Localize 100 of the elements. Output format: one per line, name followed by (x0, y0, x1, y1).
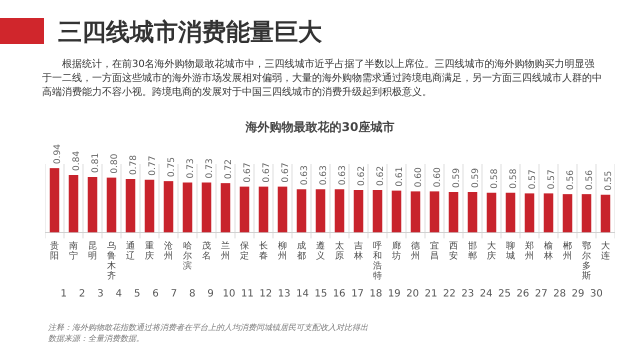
data-label: 0.67 (242, 162, 253, 183)
data-label: 0.62 (356, 166, 367, 186)
data-label: 0.60 (432, 167, 443, 188)
bar (430, 191, 440, 232)
x2-tick-label: 12 (259, 288, 272, 300)
x2-tick-label: 30 (590, 288, 603, 300)
x-tick-label: 通辽 (126, 240, 135, 262)
data-label: 0.77 (148, 156, 158, 176)
bar (334, 189, 344, 232)
bar (562, 194, 572, 232)
data-label: 0.61 (394, 166, 405, 187)
x-tick-label: 重庆 (145, 240, 154, 262)
data-label: 0.67 (262, 162, 272, 183)
bar (600, 194, 610, 232)
bar (126, 179, 136, 232)
data-label: 0.58 (490, 168, 500, 189)
bar (544, 193, 554, 232)
data-label: 0.62 (376, 166, 386, 186)
bar (202, 182, 212, 232)
x-tick-label: 昆明 (88, 240, 97, 262)
data-label: 0.63 (338, 165, 348, 186)
x2-tick-label: 18 (370, 288, 382, 300)
x2-tick-label: 27 (534, 288, 548, 300)
x-tick-label: 大庆 (487, 240, 496, 262)
x2-tick-label: 24 (480, 288, 492, 300)
x-tick-label: 太原 (335, 240, 344, 262)
x-tick-label: 聊城 (505, 240, 515, 262)
x2-tick-label: 5 (134, 288, 140, 300)
data-label: 0.56 (566, 170, 576, 190)
x-tick-label: 保定 (240, 240, 249, 262)
bar (182, 182, 192, 232)
x-tick-label: 宜昌 (430, 240, 439, 262)
x2-tick-label: 22 (443, 288, 456, 300)
x-tick-label: 大连 (601, 240, 610, 262)
x2-tick-label: 13 (278, 288, 290, 300)
data-label: 0.58 (508, 168, 519, 189)
x2-tick-label: 10 (222, 288, 236, 300)
x-tick-label: 鄂尔多斯 (582, 240, 591, 282)
x2-tick-label: 8 (189, 288, 196, 300)
x2-tick-label: 7 (170, 288, 178, 300)
bar (278, 186, 288, 232)
bar (296, 189, 306, 232)
data-label: 0.80 (110, 153, 120, 174)
bar (468, 192, 478, 232)
data-label: 0.55 (604, 170, 614, 191)
x2-tick-label: 19 (388, 288, 401, 300)
data-label: 0.75 (166, 157, 177, 178)
data-label: 0.56 (584, 170, 595, 190)
x-tick-label: 长春 (259, 240, 268, 262)
x-tick-label: 贵阳 (50, 240, 59, 262)
x2-tick-label: 15 (314, 288, 328, 300)
data-label: 0.59 (452, 168, 462, 188)
x2-tick-label: 16 (332, 288, 346, 300)
bar (372, 190, 382, 232)
x2-tick-label: 11 (240, 288, 254, 300)
data-label: 0.73 (186, 158, 196, 178)
x-tick-label: 邯郸 (468, 240, 477, 262)
data-label: 0.73 (204, 158, 215, 178)
x2-tick-label: 23 (461, 288, 474, 300)
data-label: 0.81 (90, 152, 101, 173)
x2-tick-label: 4 (116, 288, 122, 300)
bar (316, 189, 326, 232)
x2-tick-label: 9 (207, 288, 214, 300)
text: 注释：海外购物敢花指数通过将消费者在平台上的人均消费同城镇居民可支配收入对比得出 (48, 322, 368, 333)
x-tick-label: 柳州 (278, 240, 287, 262)
bar (506, 192, 516, 232)
bar (88, 176, 98, 232)
data-label: 0.63 (318, 165, 329, 186)
x2-tick-label: 2 (78, 288, 86, 300)
bar (144, 180, 154, 232)
x-axis-title: 海外购物最敢花的30座城市 (244, 119, 396, 136)
source-note: 数据来源：全量消费数据。 (48, 333, 145, 344)
x-tick-label: 德州 (411, 240, 420, 262)
x2-tick-label: 6 (152, 288, 159, 300)
bar (220, 183, 230, 232)
x-tick-label: 榆林 (543, 240, 553, 262)
x2-tick-label: 21 (424, 288, 438, 300)
data-label: 0.57 (528, 169, 538, 190)
data-label: 0.67 (280, 162, 291, 183)
x-tick-label: 廊坊 (391, 240, 401, 262)
bar (392, 190, 402, 232)
x-tick-label: 遵义 (316, 240, 325, 262)
x2-tick-label: 20 (406, 288, 420, 300)
x2-tick-label: 1 (60, 288, 67, 300)
x-tick-label: 茂名 (202, 240, 211, 262)
x2-tick-label: 26 (516, 288, 530, 300)
x2-tick-label: 3 (97, 288, 104, 300)
x2-tick-label: 25 (498, 288, 511, 300)
bar (68, 174, 78, 232)
x-tick-label: 乌鲁木齐 (107, 240, 116, 282)
x-tick-label: 呼和浩特 (373, 240, 382, 282)
bar (106, 178, 116, 232)
data-label: 0.94 (52, 144, 63, 164)
chart-subtitle: 根据统计，在前30名海外购物最敢花城市中，三四线城市近乎占据了半数以上席位。三四线城市的海外购物购买力明显强于一二线，一方面这些城市的海外游市场发展相对偏弱，大量的海外购物需求通过跨境电商满足，另一方面三四线城市人群的中高端消费能力不容小视。跨境电商的发展对于中国三四线城市的消费升级起到积极意义。 (42, 58, 602, 100)
x-tick-label: 沧州 (164, 240, 173, 262)
x-tick-label: 吉林 (353, 240, 363, 262)
x-tick-label: 郑州 (525, 240, 534, 262)
data-label: 0.59 (470, 168, 481, 188)
data-label: 0.63 (300, 165, 310, 186)
x2-tick-label: 14 (296, 288, 309, 300)
